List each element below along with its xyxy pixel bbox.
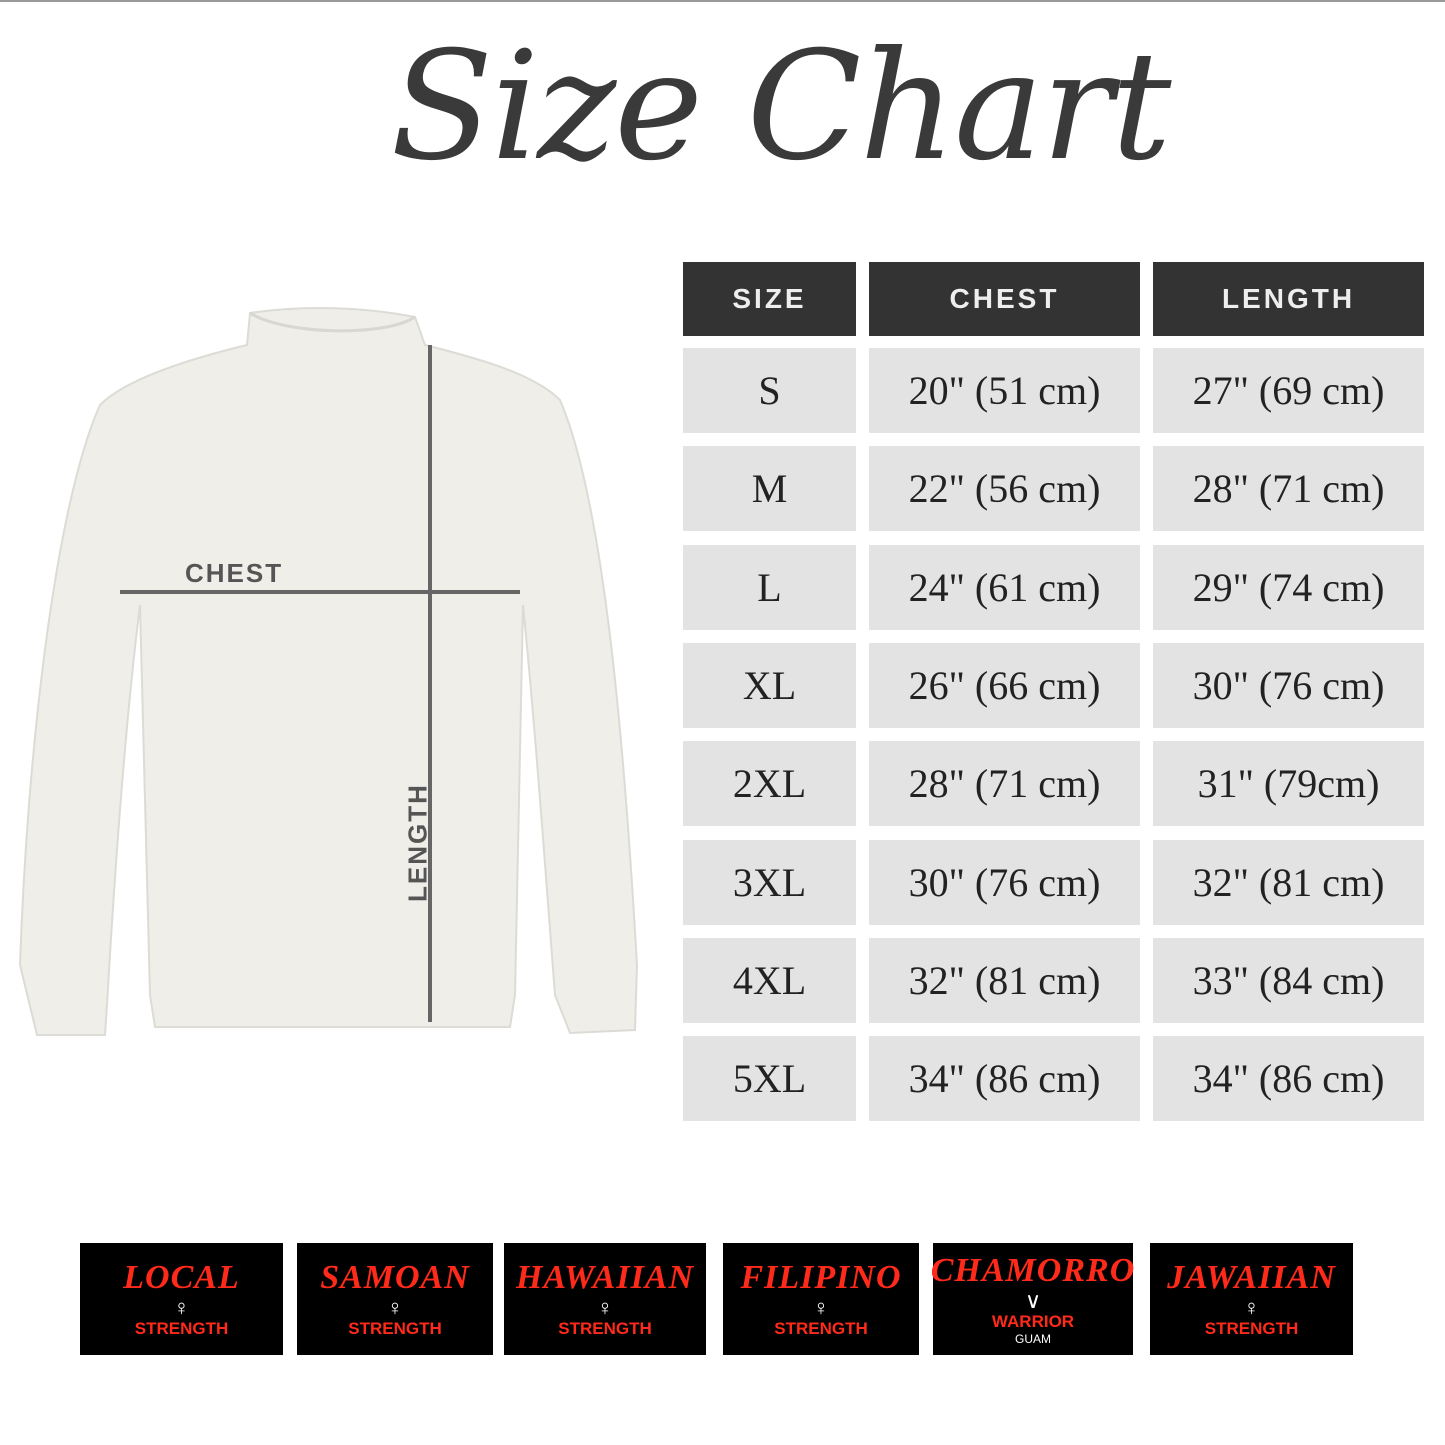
logo-hawaiian: HAWAIIAN ♀ STRENGTH xyxy=(504,1243,706,1355)
logo-name: SAMOAN xyxy=(320,1259,470,1296)
cell-size: 5XL xyxy=(683,1036,856,1122)
figure-icon: ♀ xyxy=(596,1295,614,1320)
figure-icon: ∨ xyxy=(1024,1288,1042,1313)
cell-chest: 28" (71 cm) xyxy=(869,741,1140,827)
cell-length: 33" (84 cm) xyxy=(1153,937,1424,1023)
sweatshirt-illustration xyxy=(18,307,639,1036)
logo-name: LOCAL xyxy=(123,1259,240,1296)
logo-name: JAWAIIAN xyxy=(1167,1259,1336,1296)
cell-chest: 20" (51 cm) xyxy=(869,348,1140,433)
cell-size: S xyxy=(683,348,856,433)
cell-size: 4XL xyxy=(683,937,856,1023)
logo-local: LOCAL ♀ STRENGTH xyxy=(80,1243,283,1355)
header-size: SIZE xyxy=(683,262,856,336)
logo-name: HAWAIIAN xyxy=(515,1259,695,1296)
cell-length: 32" (81 cm) xyxy=(1153,839,1424,925)
logo-sub: STRENGTH xyxy=(558,1319,652,1338)
logo-name: FILIPINO xyxy=(740,1259,902,1296)
cell-length: 31" (79cm) xyxy=(1153,741,1424,827)
cell-chest: 26" (66 cm) xyxy=(869,642,1140,728)
cell-length: 30" (76 cm) xyxy=(1153,642,1424,728)
cell-size: L xyxy=(683,544,856,630)
logo-chamorro: CHAMORRO ∨ WARRIOR GUAM xyxy=(930,1243,1136,1355)
cell-chest: 30" (76 cm) xyxy=(869,839,1140,925)
logo-sub: STRENGTH xyxy=(134,1319,229,1338)
logo-sub: STRENGTH xyxy=(774,1319,868,1338)
cell-chest: 34" (86 cm) xyxy=(869,1036,1140,1122)
cell-length: 27" (69 cm) xyxy=(1153,348,1424,433)
cell-size: 2XL xyxy=(683,741,856,827)
cell-size: 3XL xyxy=(683,839,856,925)
top-divider xyxy=(0,0,1445,2)
logo-sub: STRENGTH xyxy=(348,1319,442,1338)
logo-sub: STRENGTH xyxy=(1204,1319,1299,1338)
logo-samoan: SAMOAN ♀ STRENGTH xyxy=(297,1243,493,1355)
logo-jawaiian: JAWAIIAN ♀ STRENGTH xyxy=(1150,1243,1353,1355)
chest-label: CHEST xyxy=(185,558,284,588)
header-length: LENGTH xyxy=(1153,262,1424,336)
cell-chest: 22" (56 cm) xyxy=(869,446,1140,532)
figure-icon: ♀ xyxy=(173,1295,190,1320)
header-chest: CHEST xyxy=(869,262,1140,336)
length-label: LENGTH xyxy=(402,783,433,902)
figure-icon: ♀ xyxy=(386,1295,404,1320)
logo-extra: GUAM xyxy=(1015,1332,1051,1346)
cell-size: XL xyxy=(683,642,856,728)
logo-filipino: FILIPINO ♀ STRENGTH xyxy=(723,1243,919,1355)
cell-chest: 32" (81 cm) xyxy=(869,937,1140,1023)
figure-icon: ♀ xyxy=(1243,1295,1260,1320)
cell-length: 28" (71 cm) xyxy=(1153,446,1424,532)
logo-sub: WARRIOR xyxy=(991,1312,1075,1331)
figure-icon: ♀ xyxy=(812,1295,830,1320)
cell-length: 34" (86 cm) xyxy=(1153,1036,1424,1122)
page-title: Size Chart xyxy=(390,20,1172,194)
cell-length: 29" (74 cm) xyxy=(1153,544,1424,630)
cell-size: M xyxy=(683,446,856,532)
cell-chest: 24" (61 cm) xyxy=(869,544,1140,630)
logo-name: CHAMORRO xyxy=(930,1252,1136,1289)
